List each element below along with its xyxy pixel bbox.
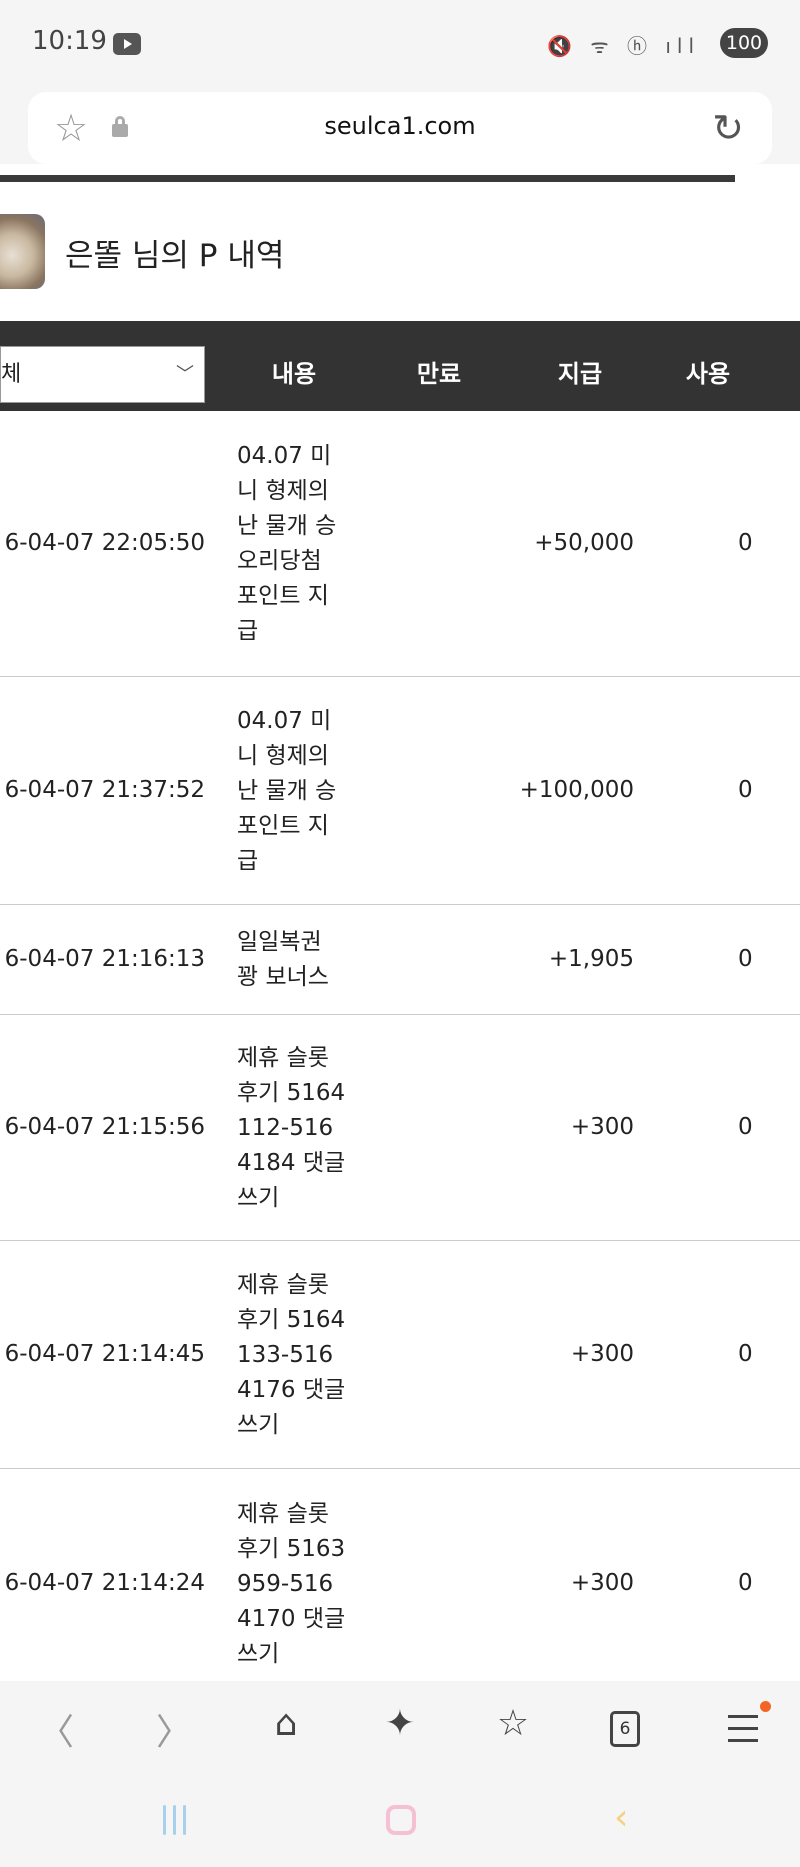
row-paid: +300 — [570, 1114, 634, 1140]
row-used: 0 — [738, 1341, 753, 1367]
column-header-content: 내용 — [271, 360, 317, 388]
table-row: 6-04-07 21:37:52 04.07 미니 형제의난 물개 승 포인트 … — [0, 677, 800, 905]
table-row: 6-04-07 22:05:50 04.07 미니 형제의난 물개 승 오리당첨… — [0, 411, 800, 677]
row-date: 6-04-07 21:37:52 — [4, 777, 205, 803]
row-used: 0 — [738, 777, 753, 803]
lock-icon[interactable] — [112, 116, 128, 137]
row-date: 6-04-07 21:15:56 — [4, 1114, 205, 1140]
sparkle-icon[interactable]: ✦ — [384, 1703, 416, 1744]
address-bar[interactable]: ☆ seulca1.com ↻ — [28, 92, 772, 164]
avatar — [0, 214, 45, 289]
table-row: 6-04-07 21:14:45 제휴 슬롯 후기 5164133-516417… — [0, 1241, 800, 1469]
chevron-down-icon: ﹀ — [176, 364, 194, 385]
page-title: 은똘 님의 P 내역 — [65, 238, 285, 274]
menu-icon[interactable] — [728, 1715, 758, 1751]
row-used: 0 — [738, 1114, 753, 1140]
row-content: 일일복권 꽝 보너스 — [237, 929, 329, 990]
row-paid: +100,000 — [519, 777, 634, 803]
divider — [0, 175, 735, 182]
filter-select[interactable]: 체 ﹀ — [0, 346, 205, 403]
table-row: 6-04-07 21:16:13 일일복권 꽝 보너스 +1,905 0 — [0, 905, 800, 1015]
row-date: 6-04-07 21:14:45 — [4, 1341, 205, 1367]
row-content: 04.07 미니 형제의난 물개 승 포인트 지급 — [237, 707, 337, 874]
clock: 10:19 — [32, 26, 107, 56]
column-header-expire: 만료 — [416, 360, 462, 388]
filter-selected-value: 체 — [1, 362, 22, 387]
browser-toolbar: 〈 〉 ⌂ ✦ ☆ 6 — [0, 1681, 800, 1771]
table-row: 6-04-07 21:15:56 제휴 슬롯 후기 5164112-516418… — [0, 1015, 800, 1241]
reload-icon[interactable]: ↻ — [712, 106, 744, 150]
notification-dot — [760, 1701, 771, 1712]
youtube-icon — [113, 33, 141, 55]
bookmark-star-icon[interactable]: ☆ — [54, 106, 89, 150]
row-content: 04.07 미니 형제의난 물개 승 오리당첨 포인트 지급 — [237, 443, 337, 644]
row-used: 0 — [738, 946, 753, 972]
row-content: 제휴 슬롯 후기 5164112-5164184 댓글쓰기 — [237, 1044, 346, 1211]
row-content: 제휴 슬롯 후기 5164133-5164176 댓글쓰기 — [237, 1271, 346, 1438]
system-navigation: ‹ — [0, 1771, 800, 1867]
system-back-icon[interactable]: ‹ — [614, 1797, 629, 1838]
row-date: 6-04-07 21:16:13 — [4, 946, 205, 972]
row-date: 6-04-07 22:05:50 — [4, 530, 205, 556]
column-header-paid: 지급 — [557, 360, 603, 388]
web-page: 은똘 님의 P 내역 체 ﹀ 내용 만료 지급 사용 6-04-07 22:05:… — [0, 164, 800, 1681]
forward-icon[interactable]: 〉 — [155, 1712, 193, 1753]
back-icon[interactable]: 〈 — [37, 1712, 75, 1753]
row-paid: +300 — [570, 1570, 634, 1596]
row-paid: +300 — [570, 1341, 634, 1367]
row-paid: +50,000 — [534, 530, 634, 556]
status-bar: 10:19 🔇 ᯤ ⓗ ıll 100 — [0, 0, 800, 88]
row-used: 0 — [738, 530, 753, 556]
table-row: 6-04-07 21:14:24 제휴 슬롯 후기 5163959-516417… — [0, 1469, 800, 1681]
bookmarks-icon[interactable]: ☆ — [496, 1703, 530, 1744]
battery-indicator: 100 — [720, 28, 768, 58]
row-used: 0 — [738, 1570, 753, 1596]
status-icons: 🔇 ᯤ ⓗ ıll — [547, 34, 700, 58]
url-text[interactable]: seulca1.com — [324, 112, 476, 140]
home-icon[interactable]: ⌂ — [274, 1703, 298, 1744]
tabs-button[interactable]: 6 — [610, 1711, 640, 1747]
home-button-icon[interactable] — [386, 1805, 416, 1835]
recent-apps-icon[interactable] — [163, 1805, 193, 1835]
row-content: 제휴 슬롯 후기 5163959-5164170 댓글쓰기 — [237, 1500, 346, 1667]
column-header-used: 사용 — [685, 360, 731, 388]
row-paid: +1,905 — [548, 946, 634, 972]
row-date: 6-04-07 21:14:24 — [4, 1570, 205, 1596]
